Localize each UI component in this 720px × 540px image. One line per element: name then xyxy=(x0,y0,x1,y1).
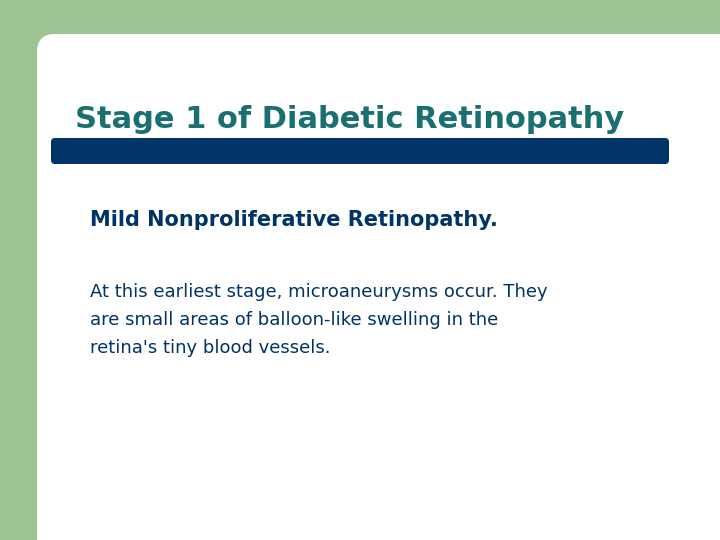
FancyBboxPatch shape xyxy=(37,34,720,540)
Text: At this earliest stage, microaneurysms occur. They
are small areas of balloon-li: At this earliest stage, microaneurysms o… xyxy=(90,283,548,357)
Text: Mild Nonproliferative Retinopathy.: Mild Nonproliferative Retinopathy. xyxy=(90,210,498,230)
Text: Stage 1 of Diabetic Retinopathy: Stage 1 of Diabetic Retinopathy xyxy=(75,105,624,134)
FancyBboxPatch shape xyxy=(51,138,669,164)
